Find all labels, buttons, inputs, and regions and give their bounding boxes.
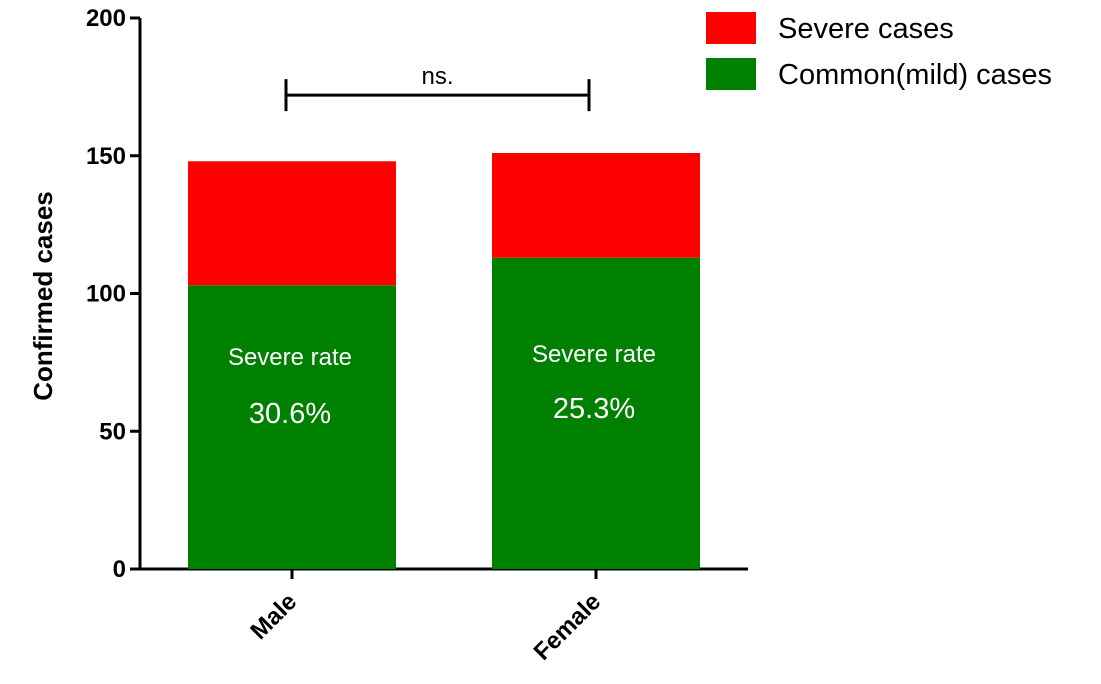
legend-swatch — [706, 58, 756, 90]
severe-rate-value: 30.6% — [249, 398, 331, 430]
y-tick-label: 100 — [86, 281, 126, 308]
bar-male-common — [188, 285, 396, 569]
x-tick-label-male: Male — [245, 588, 302, 645]
bars — [188, 152, 700, 569]
legend: Severe cases Common(mild) cases — [706, 12, 1052, 91]
significance-bracket: ns. — [284, 63, 591, 112]
bar-female-severe — [492, 152, 700, 258]
bar-female-common — [492, 257, 700, 569]
severe-rate-label: Severe rate — [228, 344, 352, 371]
y-tick-label: 50 — [99, 418, 126, 445]
severe-rate-value: 25.3% — [553, 393, 635, 425]
x-tick-label-female: Female — [529, 588, 607, 666]
legend-swatch — [706, 12, 756, 44]
significance-label: ns. — [421, 63, 453, 90]
y-tick-label: 150 — [86, 143, 126, 170]
legend-label: Severe cases — [778, 13, 954, 45]
legend-label: Common(mild) cases — [778, 59, 1052, 91]
y-tick-label: 200 — [86, 5, 126, 32]
bar-male-severe — [188, 161, 396, 286]
severe-rate-label: Severe rate — [532, 341, 656, 368]
bar-annotations: Severe rate 30.6% Severe rate 25.3% — [228, 341, 656, 430]
y-axis-title: Confirmed cases — [28, 191, 58, 401]
y-tick-label: 0 — [113, 556, 126, 583]
